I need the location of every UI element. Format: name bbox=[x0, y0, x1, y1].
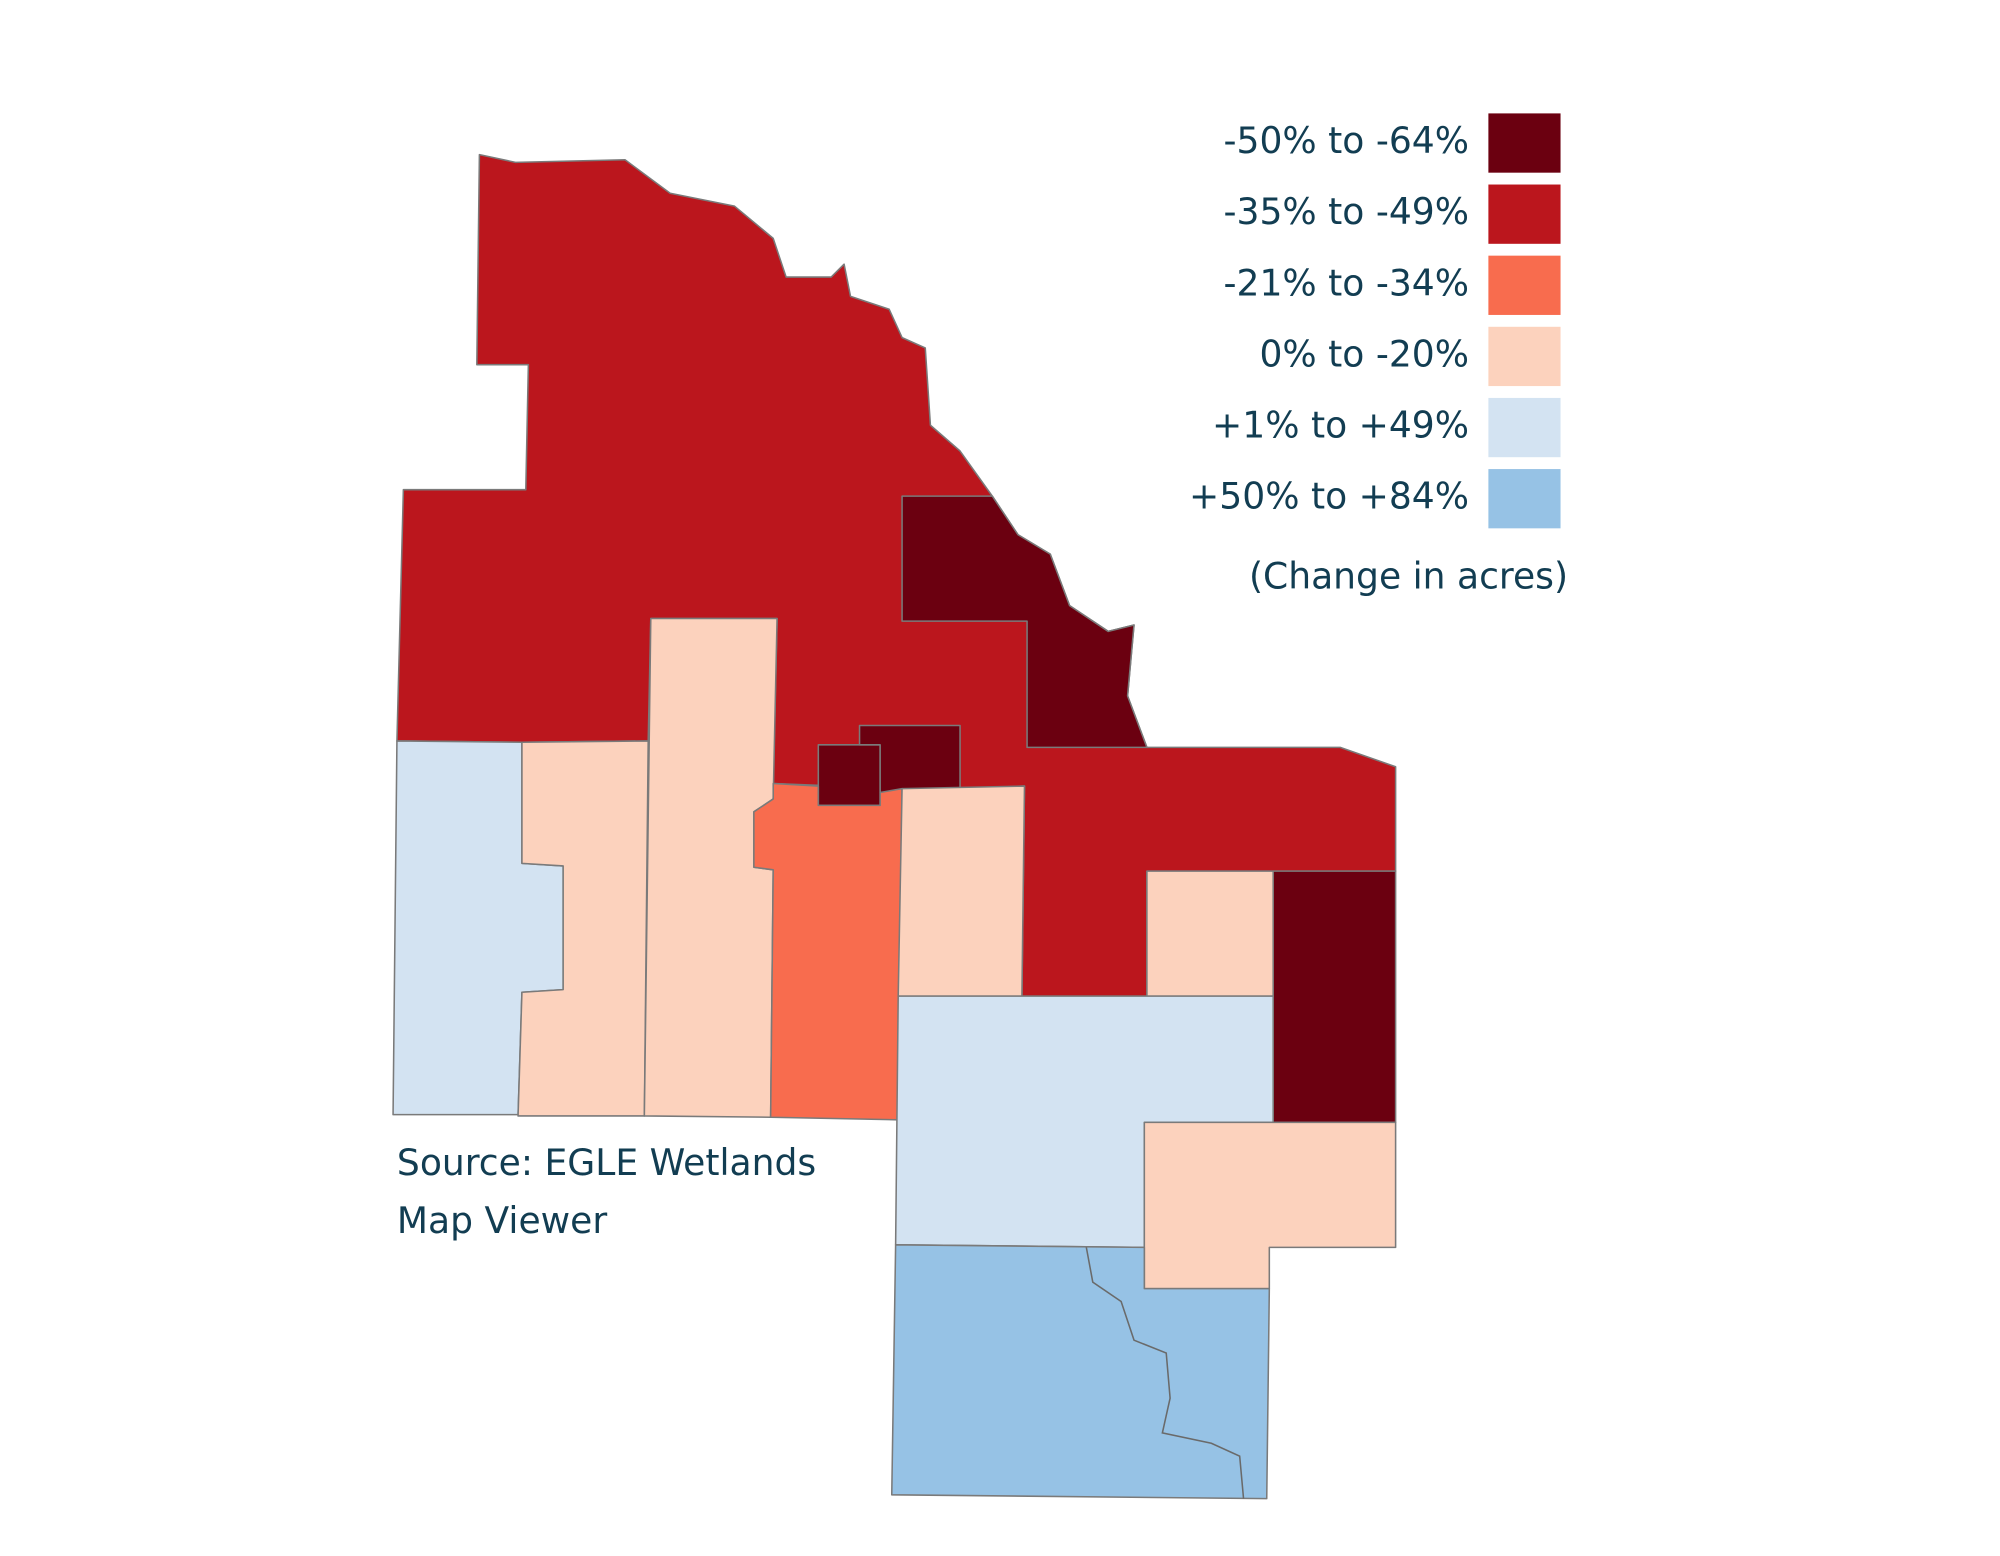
legend-swatch bbox=[1488, 113, 1561, 173]
region bbox=[1272, 870, 1397, 1124]
legend-label: 0% to -20% bbox=[1259, 333, 1469, 375]
region bbox=[753, 782, 903, 1121]
legend-label: -35% to -49% bbox=[1223, 191, 1469, 233]
legend-label: +50% to +84% bbox=[1189, 476, 1469, 518]
regions bbox=[392, 153, 1397, 1500]
legend: -50% to -64% -35% to -49% -21% to -34% 0% t… bbox=[1189, 113, 1561, 529]
legend-swatch bbox=[1488, 326, 1561, 387]
source-text: Map Viewer bbox=[397, 1200, 607, 1242]
region bbox=[1146, 870, 1274, 997]
legend-swatch bbox=[1488, 184, 1561, 244]
region bbox=[897, 785, 1026, 997]
boundary-line bbox=[1085, 1247, 1245, 1499]
legend-swatch bbox=[1488, 469, 1561, 529]
legend-label: +1% to +49% bbox=[1212, 405, 1469, 447]
legend-label: -21% to -34% bbox=[1223, 262, 1469, 304]
legend-swatch bbox=[1488, 255, 1561, 315]
legend-label: -50% to -64% bbox=[1223, 120, 1469, 162]
legend-note: (Change in acres) bbox=[1249, 556, 1568, 598]
region bbox=[901, 495, 1148, 749]
legend-swatch bbox=[1488, 397, 1561, 458]
source-text: Source: EGLE Wetlands bbox=[397, 1142, 816, 1184]
region bbox=[1143, 1121, 1397, 1290]
region bbox=[817, 744, 881, 807]
